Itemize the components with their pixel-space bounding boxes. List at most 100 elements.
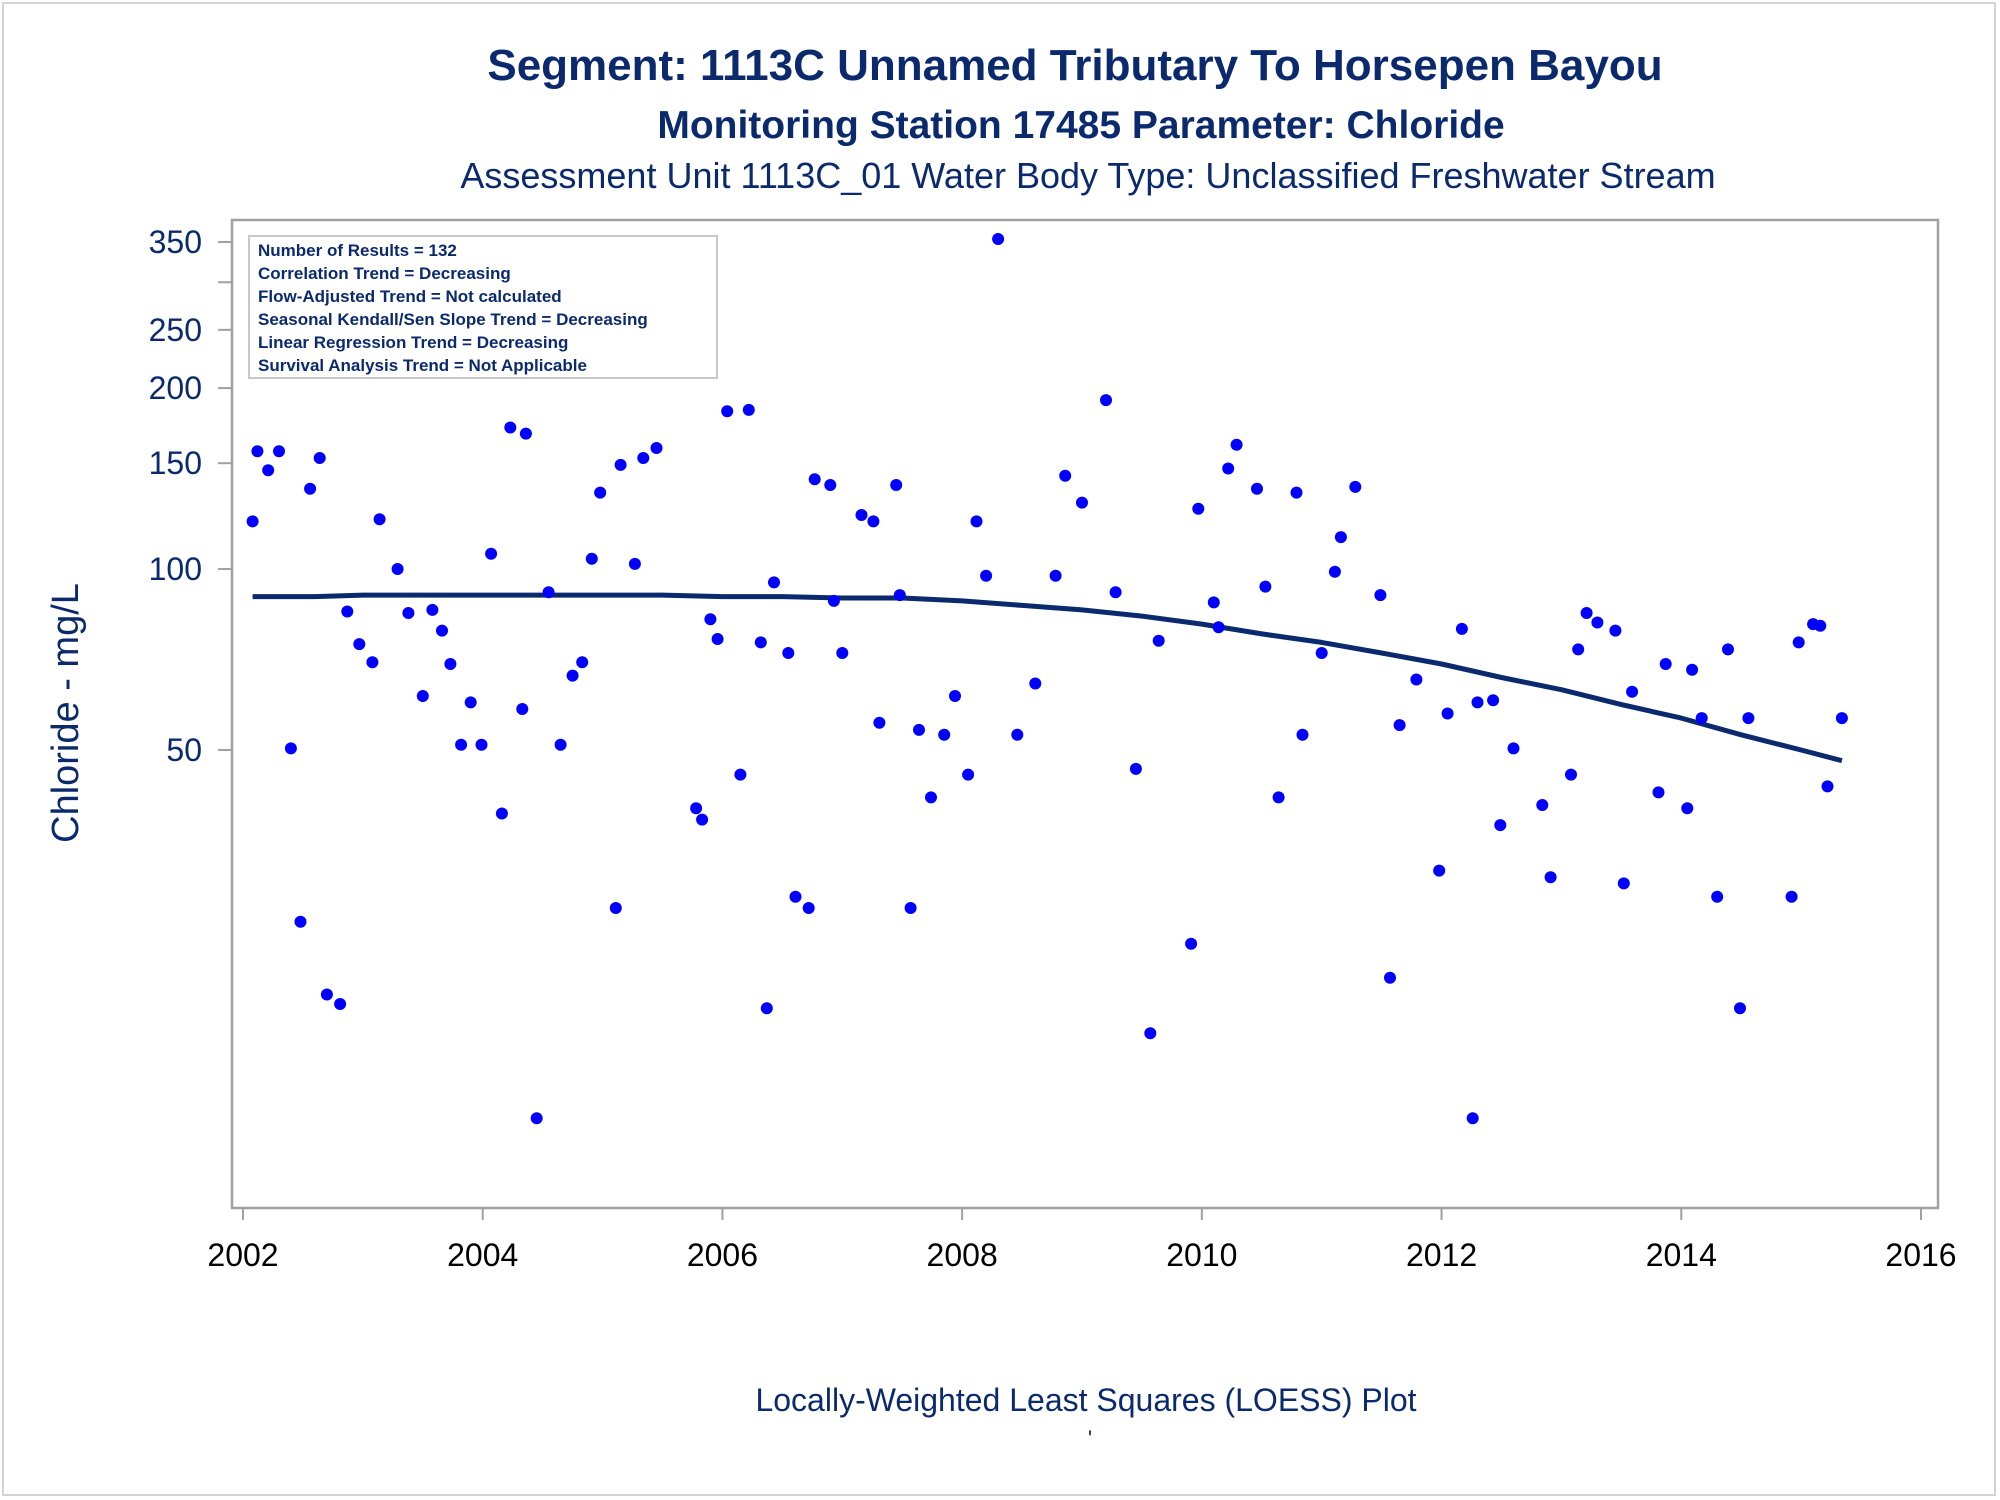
data-point: [913, 723, 925, 736]
y-tick-label: 150: [149, 445, 202, 481]
data-point: [696, 813, 709, 826]
data-point: [1695, 712, 1708, 725]
data-point: [519, 427, 532, 440]
data-point: [789, 890, 802, 903]
data-point: [594, 486, 607, 499]
data-point: [1835, 712, 1848, 725]
data-point: [1711, 890, 1724, 903]
data-point: [1565, 768, 1577, 781]
data-point: [1487, 694, 1500, 707]
y-tick-label: 100: [149, 551, 202, 587]
data-point: [925, 791, 937, 804]
data-point: [1734, 1002, 1746, 1015]
data-point: [992, 233, 1005, 245]
data-point: [1192, 502, 1205, 515]
data-point: [970, 515, 983, 528]
chart-marks: [246, 233, 1848, 1125]
data-point: [1681, 802, 1694, 815]
x-tick-label: 2008: [927, 1237, 998, 1273]
data-point: [1349, 480, 1362, 493]
data-point: [614, 458, 627, 471]
stats-inset-line: Survival Analysis Trend = Not Applicable: [258, 356, 587, 375]
data-point: [962, 768, 975, 781]
data-point: [836, 647, 849, 659]
data-point: [742, 403, 755, 416]
data-point: [1393, 719, 1406, 732]
x-tick-label: 2012: [1406, 1237, 1477, 1273]
data-point: [734, 768, 747, 781]
data-point: [1507, 742, 1520, 755]
data-point: [1466, 1112, 1479, 1125]
data-point: [1617, 877, 1630, 890]
y-tick-label: 200: [149, 370, 202, 406]
data-point: [320, 988, 333, 1001]
data-point: [542, 586, 555, 599]
data-point: [304, 482, 317, 495]
chart-subtitle: Monitoring Station 17485 Parameter: Chlo…: [657, 104, 1504, 147]
data-point: [1536, 799, 1549, 811]
data-point: [782, 647, 795, 659]
y-tick-label: 250: [149, 312, 202, 348]
data-point: [1059, 469, 1072, 482]
data-point: [873, 716, 886, 729]
data-point: [690, 802, 703, 815]
data-point: [855, 509, 868, 521]
data-point: [1144, 1027, 1157, 1040]
data-point: [436, 624, 448, 637]
data-point: [1544, 871, 1557, 884]
x-tick-label: 2016: [1885, 1237, 1956, 1273]
data-point: [294, 915, 307, 928]
data-point: [1328, 565, 1341, 578]
data-point: [504, 421, 517, 434]
data-point: [516, 703, 529, 715]
data-point: [867, 515, 880, 528]
data-point: [1591, 616, 1604, 629]
data-point: [1315, 647, 1328, 659]
data-point: [1792, 636, 1805, 649]
data-point: [1659, 658, 1672, 670]
y-tick-label: 350: [149, 224, 202, 260]
data-point: [949, 690, 961, 702]
data-point: [334, 998, 347, 1010]
stats-inset-line: Correlation Trend = Decreasing: [258, 264, 511, 283]
data-point: [808, 473, 821, 486]
data-point: [824, 479, 837, 491]
data-point: [1722, 643, 1734, 656]
data-point: [1049, 569, 1062, 582]
data-point: [1259, 580, 1272, 593]
data-point: [637, 452, 650, 464]
data-point: [262, 464, 275, 477]
y-axis-tick-labels: 50 100 150 200 250 350: [149, 224, 202, 768]
data-point: [1212, 621, 1225, 634]
data-point: [650, 442, 663, 454]
data-point: [1433, 864, 1446, 877]
y-axis-label: Chloride - mg/L: [45, 583, 87, 843]
data-point: [251, 445, 264, 458]
data-point: [1152, 634, 1165, 647]
x-tick-label: 2010: [1166, 1237, 1237, 1273]
data-point: [402, 607, 415, 619]
data-point: [464, 696, 477, 709]
x-axis-tick-labels: 2002 2004 2006 2008 2010 2012 2014 2016: [207, 1237, 1956, 1273]
stats-inset-line: Seasonal Kendall/Sen Slope Trend = Decre…: [258, 310, 648, 329]
data-point: [576, 656, 589, 669]
data-point: [1609, 624, 1622, 637]
data-point: [530, 1112, 543, 1125]
data-point: [313, 452, 326, 464]
x-tick-label: 2002: [207, 1237, 278, 1273]
stats-inset: Number of Results = 132 Correlation Trend…: [248, 235, 718, 379]
data-point: [444, 658, 457, 670]
data-point: [426, 603, 439, 616]
data-point: [754, 636, 767, 649]
data-point: [1742, 712, 1755, 725]
data-point: [1207, 596, 1220, 609]
loess-line: [252, 592, 1843, 764]
chart-subtitle-2: Assessment Unit 1113C_01 Water Body Type…: [460, 155, 1715, 196]
data-point: [566, 669, 579, 682]
data-point: [827, 594, 840, 607]
data-point: [495, 807, 508, 820]
y-tick-label: 50: [166, 732, 202, 768]
x-tick-label: 2014: [1646, 1237, 1717, 1273]
data-point: [1580, 607, 1593, 619]
